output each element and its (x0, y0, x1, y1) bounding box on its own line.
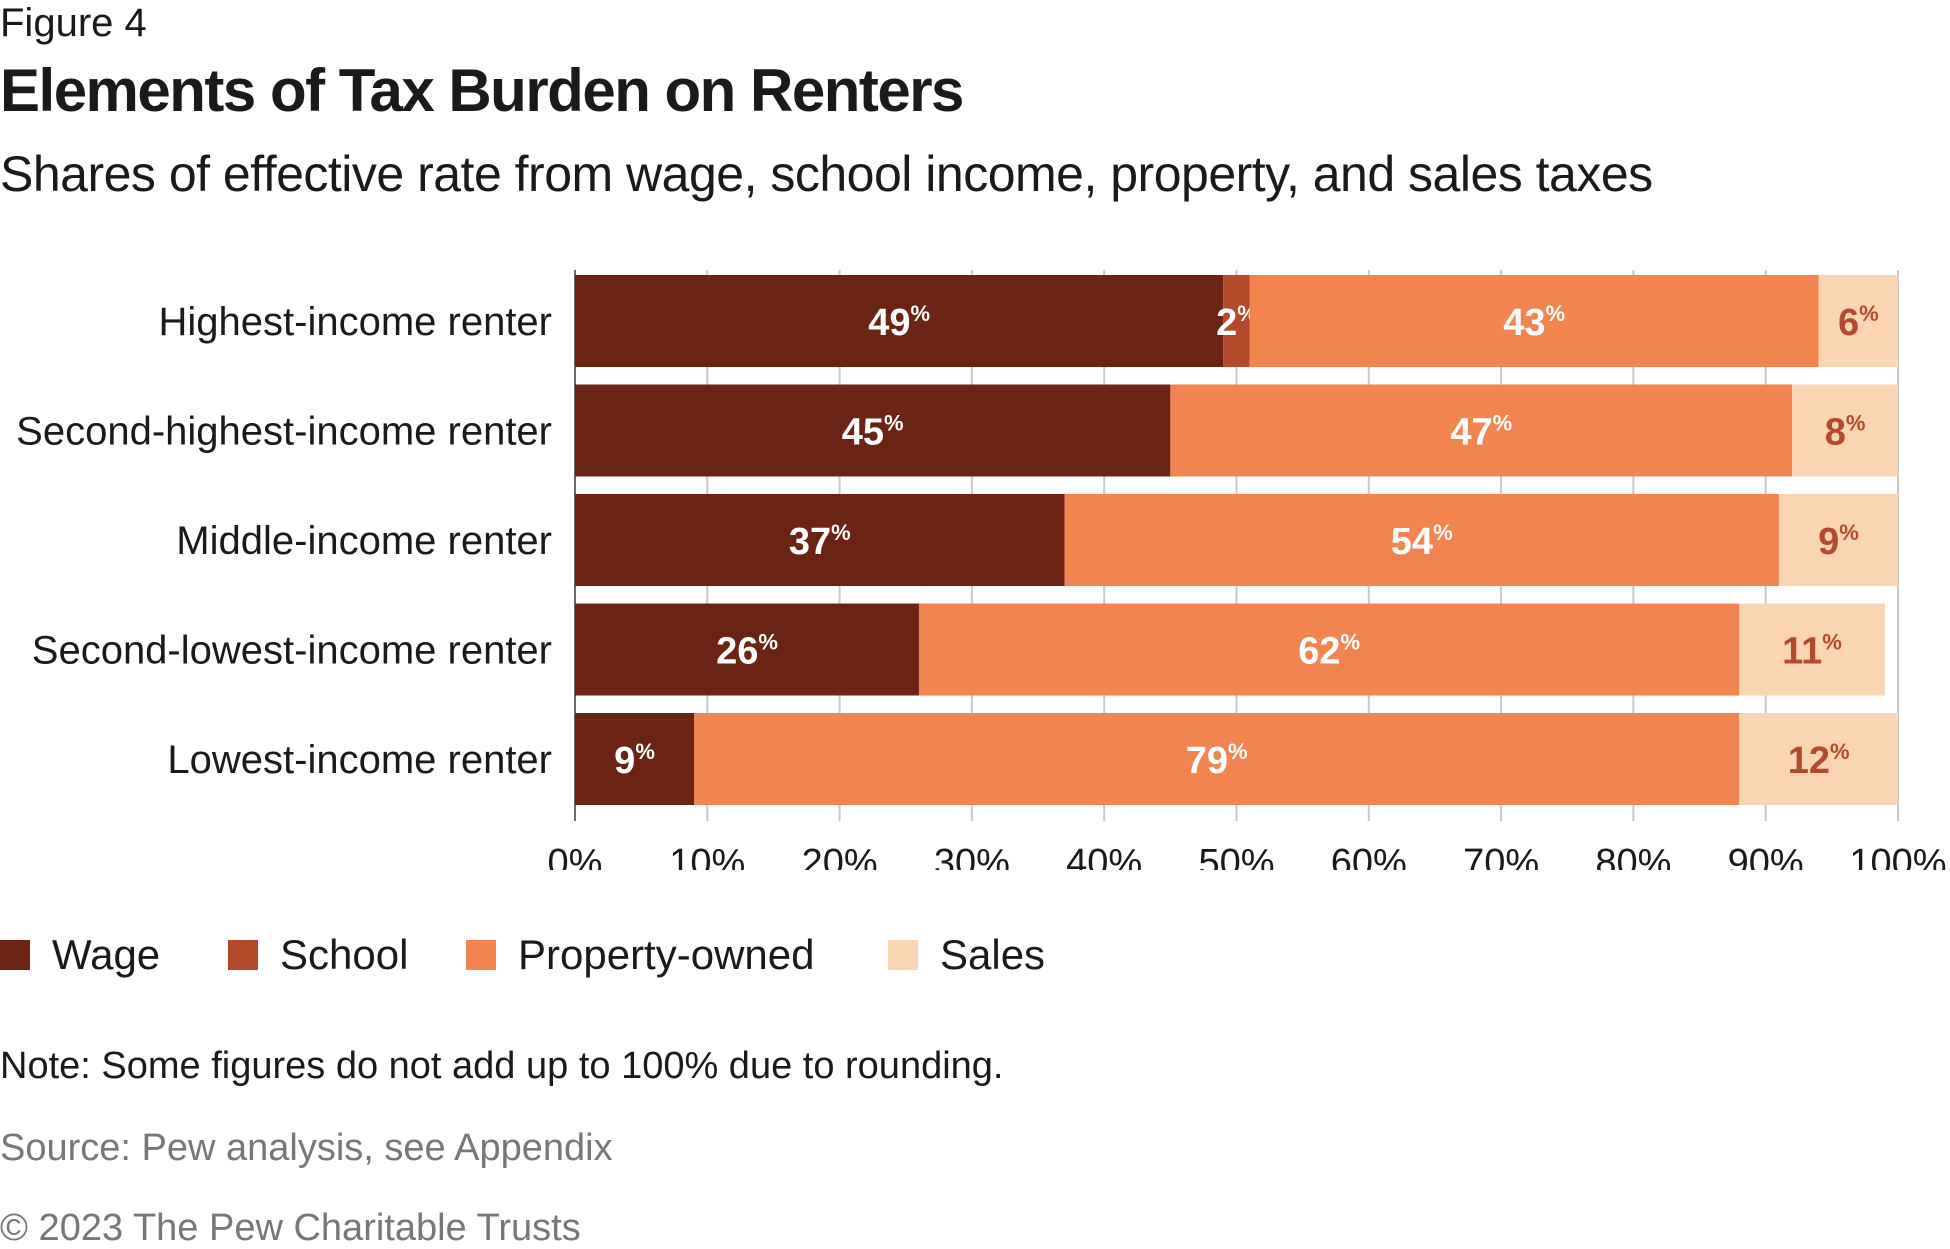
x-tick-label: 40% (1066, 842, 1142, 870)
category-label: Second-highest-income renter (16, 410, 552, 454)
category-label: Lowest-income renter (167, 738, 552, 782)
x-tick-label: 70% (1463, 842, 1539, 870)
bar-sales (1739, 713, 1898, 805)
legend-item-wage: Wage (0, 930, 160, 980)
x-tick-label: 50% (1198, 842, 1274, 870)
bar-wage (575, 603, 919, 696)
chart-subtitle: Shares of effective rate from wage, scho… (0, 146, 1653, 202)
legend-label-wage: Wage (52, 931, 161, 978)
legend-swatch-school (228, 940, 258, 970)
x-tick-label: 20% (802, 842, 878, 870)
category-label: Middle-income renter (176, 519, 552, 563)
legend-swatch-sales (888, 940, 918, 970)
legend-label-school: School (280, 931, 409, 978)
legend-swatch-wage (0, 940, 30, 970)
bar-school (1223, 275, 1250, 367)
legend-label-property-owned: Property-owned (518, 931, 815, 978)
copyright: © 2023 The Pew Charitable Trusts (0, 1207, 581, 1249)
bar-wage (575, 494, 1065, 586)
bar-sales (1818, 275, 1898, 367)
legend-item-sales: Sales (888, 930, 1045, 980)
bar-sales (1739, 603, 1885, 696)
category-label: Second-lowest-income renter (32, 629, 552, 673)
bar-sales (1778, 494, 1898, 586)
x-tick-label: 60% (1331, 842, 1407, 870)
x-tick-label: 0% (548, 842, 603, 870)
legend-item-school: School (228, 930, 408, 980)
x-tick-label: 80% (1595, 842, 1671, 870)
bar-property-owned (694, 713, 1740, 805)
data-label: 45% (842, 411, 904, 454)
bar-wage (575, 384, 1171, 477)
bar-property-owned (1170, 384, 1793, 477)
bar-sales (1792, 384, 1898, 477)
stacked-bar-chart: Highest-income renter 49% 2% 43% 6%Second-hi… (16, 270, 1947, 870)
legend-swatch-property-owned (466, 940, 496, 970)
data-label: 79% (1186, 739, 1248, 782)
category-label: Highest-income renter (159, 300, 553, 344)
legend-label-sales: Sales (940, 931, 1046, 978)
chart-note: Note: Some figures do not add up to 100%… (0, 1045, 1004, 1087)
x-tick-label: 100% (1849, 842, 1946, 870)
figure-label: Figure 4 (0, 1, 147, 45)
legend-item-property-owned: Property-owned (466, 930, 814, 980)
bar-property-owned (1064, 494, 1779, 586)
chart-title: Elements of Tax Burden on Renters (0, 57, 964, 124)
x-tick-label: 90% (1728, 842, 1804, 870)
chart-source: Source: Pew analysis, see Appendix (0, 1127, 613, 1169)
bar-property-owned (1249, 275, 1819, 367)
x-tick-label: 10% (669, 842, 745, 870)
bar-wage (575, 713, 695, 805)
bar-property-owned (918, 603, 1740, 696)
bar-wage (575, 275, 1224, 367)
x-tick-label: 30% (934, 842, 1010, 870)
